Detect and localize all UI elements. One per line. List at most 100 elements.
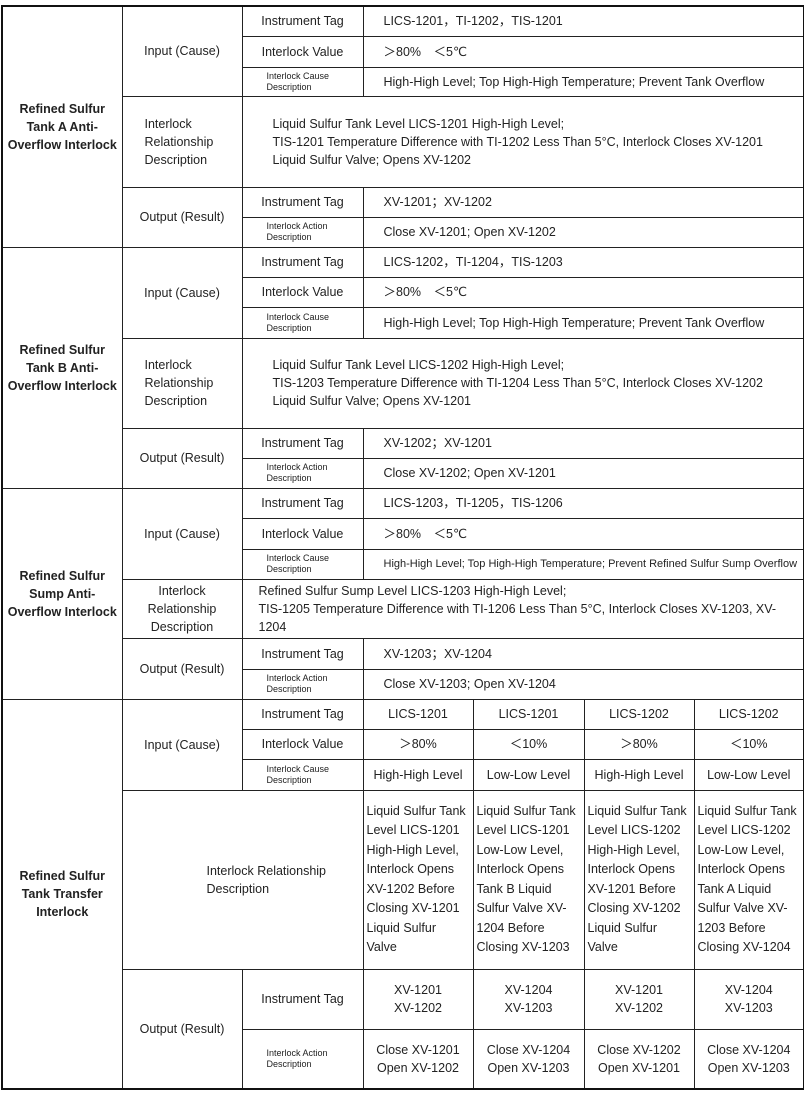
- cause-desc: High-High Level; Top High-High Temperatu…: [362, 548, 804, 580]
- relationship-line: TIS-1203 Temperature Difference with TI-…: [272, 376, 763, 390]
- action-line: Open XV-1203: [487, 1060, 570, 1075]
- instrument-tag-label: Instrument Tag: [241, 968, 364, 1030]
- instrument-tag-label: Instrument Tag: [241, 698, 364, 730]
- relationship-line: Liquid Sulfur Tank Level LICS-1202 High-…: [272, 358, 565, 372]
- transfer-relationship: Liquid Sulfur Tank Level LICS-1201 Low-L…: [472, 789, 585, 970]
- transfer-relationship: Liquid Sulfur Tank Level LICS-1202 Low-L…: [693, 789, 804, 970]
- action-desc: Close XV-1202; Open XV-1201: [362, 457, 804, 489]
- action-desc: Close XV-1201; Open XV-1202: [362, 216, 804, 248]
- relationship-label: Interlock Relationship Description: [121, 578, 243, 639]
- instrument-tags: LICS-1202，TI-1204，TIS-1203: [362, 246, 804, 278]
- transfer-action: Close XV-1202 Open XV-1201: [583, 1028, 695, 1090]
- interlock-value: ＞80% ＜5℃: [362, 35, 804, 68]
- output-tags: XV-1203；XV-1204: [362, 637, 804, 670]
- output-tags: XV-1201；XV-1202: [362, 186, 804, 218]
- tag-line: XV-1202: [394, 1001, 442, 1015]
- instrument-tag-label: Instrument Tag: [241, 487, 364, 519]
- output-tags: XV-1202；XV-1201: [362, 427, 804, 459]
- interlock-value-label: Interlock Value: [241, 517, 364, 550]
- interlock-value-label: Interlock Value: [241, 728, 364, 760]
- relationship-desc: Liquid Sulfur Tank Level LICS-1201 High-…: [241, 95, 804, 188]
- action-desc: Close XV-1203; Open XV-1204: [362, 668, 804, 700]
- transfer-cause: High-High Level: [583, 758, 695, 791]
- action-line: Close XV-1204: [707, 1042, 791, 1057]
- section-title: Refined Sulfur Sump Anti-Overflow Interl…: [1, 487, 123, 700]
- interlock-value-label: Interlock Value: [241, 276, 364, 308]
- action-line: Open XV-1201: [597, 1060, 680, 1075]
- relationship-line: Liquid Sulfur Valve; Opens XV-1201: [272, 394, 472, 408]
- action-line: Close XV-1202: [597, 1042, 681, 1057]
- instrument-tag-label: Instrument Tag: [241, 637, 364, 670]
- transfer-action: Close XV-1204 Open XV-1203: [693, 1028, 804, 1090]
- tag-line: XV-1204: [724, 983, 773, 997]
- tag-line: XV-1201: [394, 983, 442, 997]
- cause-desc-label: Interlock Cause Description: [241, 306, 364, 339]
- cause-desc: High-High Level; Top High-High Temperatu…: [362, 66, 804, 97]
- action-desc-label: Interlock Action Description: [241, 216, 364, 248]
- action-desc-label: Interlock Action Description: [241, 668, 364, 700]
- cause-desc-label: Interlock Cause Description: [241, 548, 364, 580]
- transfer-tag: LICS-1201: [472, 698, 585, 730]
- input-label: Input (Cause): [121, 5, 243, 97]
- transfer-cause: High-High Level: [362, 758, 474, 791]
- transfer-relationship: Liquid Sulfur Tank Level LICS-1202 High-…: [583, 789, 695, 970]
- transfer-value: ＞80%: [583, 728, 695, 760]
- transfer-tag: LICS-1201: [362, 698, 474, 730]
- tag-line: XV-1203: [504, 1001, 553, 1015]
- section-title: Refined Sulfur Tank A Anti-Overflow Inte…: [1, 5, 123, 248]
- instrument-tag-label: Instrument Tag: [241, 186, 364, 218]
- instrument-tag-label: Instrument Tag: [241, 246, 364, 278]
- transfer-value: ＜10%: [693, 728, 804, 760]
- instrument-tags: LICS-1201，TI-1202，TIS-1201: [362, 5, 804, 37]
- action-line: Open XV-1203: [707, 1060, 790, 1075]
- instrument-tag-label: Instrument Tag: [241, 427, 364, 459]
- action-desc-label: Interlock Action Description: [241, 457, 364, 489]
- transfer-value: ＞80%: [362, 728, 474, 760]
- instrument-tags: LICS-1203，TI-1205，TIS-1206: [362, 487, 804, 519]
- output-label: Output (Result): [121, 637, 243, 700]
- tag-line: XV-1204: [504, 983, 553, 997]
- transfer-action: Close XV-1204 Open XV-1203: [472, 1028, 585, 1090]
- relationship-line: Liquid Sulfur Valve; Opens XV-1202: [272, 152, 472, 167]
- output-label: Output (Result): [121, 968, 243, 1090]
- transfer-tag: LICS-1202: [583, 698, 695, 730]
- cause-desc-label: Interlock Cause Description: [241, 758, 364, 791]
- relationship-label: Interlock Relationship Description: [121, 789, 364, 970]
- interlock-table: Refined Sulfur Tank A Anti-Overflow Inte…: [1, 5, 804, 1090]
- instrument-tag-label: Instrument Tag: [241, 5, 364, 37]
- relationship-line: Refined Sulfur Sump Level LICS-1203 High…: [258, 583, 567, 598]
- transfer-cause: Low-Low Level: [472, 758, 585, 791]
- output-label: Output (Result): [121, 186, 243, 248]
- output-label: Output (Result): [121, 427, 243, 489]
- interlock-value-label: Interlock Value: [241, 35, 364, 68]
- relationship-line: TIS-1205 Temperature Difference with TI-…: [258, 601, 777, 634]
- transfer-out-tags: XV-1201 XV-1202: [362, 968, 474, 1030]
- action-desc-label: Interlock Action Description: [241, 1028, 364, 1090]
- transfer-out-tags: XV-1201 XV-1202: [583, 968, 695, 1030]
- relationship-label: Interlock Relationship Description: [121, 337, 243, 429]
- action-line: Close XV-1201: [376, 1042, 460, 1057]
- input-label: Input (Cause): [121, 487, 243, 580]
- tag-line: XV-1203: [724, 1001, 773, 1015]
- relationship-line: TIS-1201 Temperature Difference with TI-…: [272, 134, 763, 149]
- action-line: Close XV-1204: [486, 1042, 571, 1057]
- relationship-line: Liquid Sulfur Tank Level LICS-1201 High-…: [272, 116, 565, 131]
- relationship-label: Interlock Relationship Description: [121, 95, 243, 188]
- action-line: Open XV-1202: [376, 1060, 459, 1075]
- transfer-action: Close XV-1201 Open XV-1202: [362, 1028, 474, 1090]
- section-title: Refined Sulfur Tank Transfer Interlock: [1, 698, 123, 1090]
- cause-desc: High-High Level; Top High-High Temperatu…: [362, 306, 804, 339]
- transfer-tag: LICS-1202: [693, 698, 804, 730]
- transfer-value: ＜10%: [472, 728, 585, 760]
- cause-desc-label: Interlock Cause Description: [241, 66, 364, 97]
- section-title: Refined Sulfur Tank B Anti-Overflow Inte…: [1, 246, 123, 489]
- input-label: Input (Cause): [121, 246, 243, 339]
- transfer-out-tags: XV-1204 XV-1203: [472, 968, 585, 1030]
- transfer-cause: Low-Low Level: [693, 758, 804, 791]
- tag-line: XV-1202: [615, 1001, 663, 1015]
- input-label: Input (Cause): [121, 698, 243, 791]
- transfer-out-tags: XV-1204 XV-1203: [693, 968, 804, 1030]
- relationship-desc: Refined Sulfur Sump Level LICS-1203 High…: [241, 578, 804, 639]
- transfer-relationship: Liquid Sulfur Tank Level LICS-1201 High-…: [362, 789, 474, 970]
- relationship-desc: Liquid Sulfur Tank Level LICS-1202 High-…: [241, 337, 804, 429]
